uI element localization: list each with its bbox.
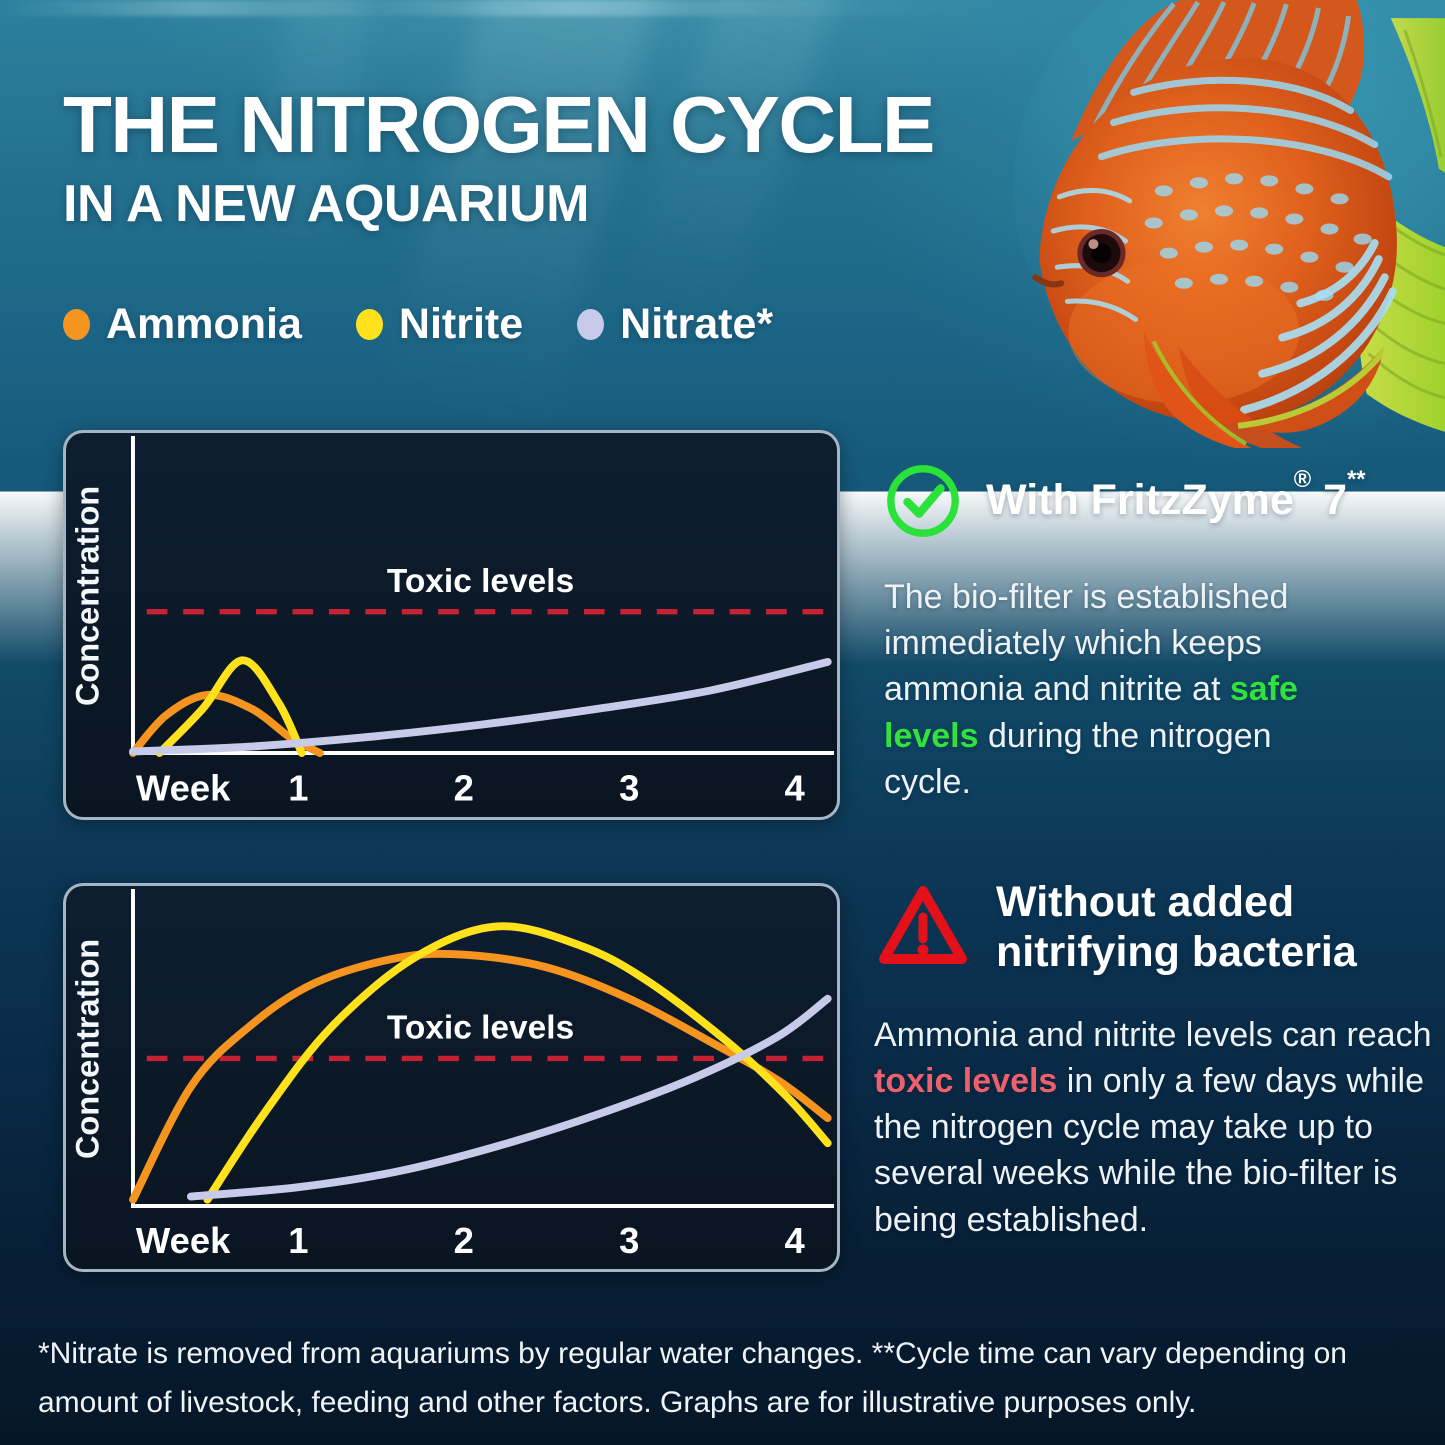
toxic-levels-label: Toxic levels (387, 1010, 574, 1047)
body-text: The bio-filter is established immediatel… (884, 578, 1289, 709)
section-heading-row: With FritzZyme® 7** (884, 462, 1414, 540)
toxic-levels-label: Toxic levels (387, 563, 574, 600)
x-axis-label: Week (136, 767, 231, 808)
header: THE NITROGEN CYCLE IN A NEW AQUARIUM Amm… (63, 80, 935, 349)
section-heading: With FritzZyme® 7** (986, 466, 1366, 525)
safe-levels-highlight: safe levels (884, 670, 1298, 755)
legend-item-ammonia: Ammonia (63, 300, 302, 349)
nitrate-curve (129, 657, 832, 756)
nitrate-curve (186, 994, 832, 1201)
y-axis-label: Concentration (70, 486, 106, 706)
footnote-area: *Nitrate is removed from aquariums by re… (38, 1330, 1413, 1427)
section-heading: Without added nitrifying bacteria (996, 878, 1357, 976)
toxic-levels-highlight: toxic levels (874, 1061, 1058, 1100)
x-tick-label: 1 (288, 767, 308, 808)
page-title: THE NITROGEN CYCLE (63, 80, 935, 169)
x-axis-label: Week (136, 1220, 231, 1261)
section-without-bacteria: Without added nitrifying bacteria Ammonia… (874, 878, 1439, 1243)
body-text: during the nitrogen cycle. (884, 716, 1272, 801)
x-tick-label: 1 (288, 1220, 308, 1261)
nitrate-color-dot (577, 308, 605, 340)
x-tick-label: 2 (454, 1220, 474, 1261)
concentration-chart-with-fritzzyme: Concentration Toxic levels Week 1 2 3 4 (70, 435, 835, 808)
section-with-fritzzyme: With FritzZyme® 7** The bio-filter is es… (884, 462, 1414, 805)
nitrite-color-dot (355, 308, 383, 340)
chart-panel-with-fritzzyme: Concentration Toxic levels Week 1 2 3 4 (63, 430, 840, 820)
chart-panel-without-bacteria: Concentration Toxic levels Week 1 2 3 4 (63, 883, 840, 1272)
section-body: The bio-filter is established immediatel… (884, 574, 1362, 805)
water-surface-shimmer (0, 0, 985, 16)
y-axis-label: Concentration (70, 939, 106, 1159)
legend-label-nitrite: Nitrite (398, 299, 524, 348)
section-body: Ammonia and nitrite levels can reach tox… (874, 1012, 1434, 1243)
legend-item-nitrite: Nitrite (355, 299, 524, 349)
concentration-chart-without-bacteria: Concentration Toxic levels Week 1 2 3 4 (70, 888, 835, 1261)
legend-item-nitrate: Nitrate* (577, 300, 773, 349)
chart-legend: Ammonia Nitrite Nitrate* (63, 300, 934, 349)
discus-fish-image (1013, 0, 1445, 448)
section-heading-row: Without added nitrifying bacteria (874, 878, 1439, 978)
check-circle-icon (887, 465, 959, 537)
warning-triangle-icon (879, 885, 967, 964)
x-tick-label: 3 (619, 1220, 639, 1261)
x-tick-label: 4 (784, 1220, 805, 1261)
ammonia-color-dot (63, 308, 90, 340)
footnote: *Nitrate is removed from aquariums by re… (38, 1337, 1347, 1419)
nitrite-curve (155, 656, 306, 757)
body-text: Ammonia and nitrite levels can reach (874, 1015, 1432, 1054)
x-tick-label: 3 (619, 767, 639, 808)
x-tick-label: 2 (454, 767, 474, 808)
legend-label-ammonia: Ammonia (106, 299, 302, 348)
legend-label-nitrate: Nitrate* (620, 299, 774, 348)
body-text: in only a few days while the nitrogen cy… (874, 1061, 1424, 1239)
x-tick-label: 4 (785, 767, 806, 808)
ammonia-curve (129, 949, 832, 1204)
page-subtitle: IN A NEW AQUARIUM (63, 174, 589, 233)
